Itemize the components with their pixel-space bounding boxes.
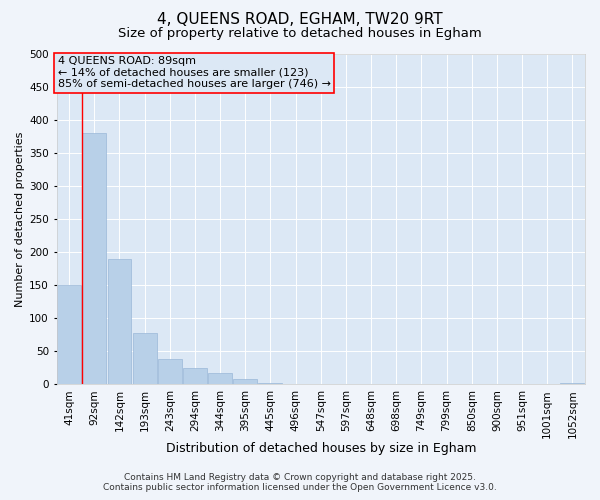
Bar: [233, 379, 257, 384]
Bar: [259, 383, 283, 384]
Text: 4, QUEENS ROAD, EGHAM, TW20 9RT: 4, QUEENS ROAD, EGHAM, TW20 9RT: [157, 12, 443, 28]
Bar: [57, 285, 81, 384]
Bar: [158, 359, 182, 384]
Bar: [560, 383, 584, 384]
Bar: [82, 134, 106, 384]
Bar: [183, 368, 207, 384]
Bar: [133, 333, 157, 384]
Y-axis label: Number of detached properties: Number of detached properties: [15, 132, 25, 307]
Bar: [107, 259, 131, 384]
Text: Size of property relative to detached houses in Egham: Size of property relative to detached ho…: [118, 28, 482, 40]
Bar: [208, 373, 232, 384]
Text: 4 QUEENS ROAD: 89sqm
← 14% of detached houses are smaller (123)
85% of semi-deta: 4 QUEENS ROAD: 89sqm ← 14% of detached h…: [58, 56, 331, 89]
X-axis label: Distribution of detached houses by size in Egham: Distribution of detached houses by size …: [166, 442, 476, 455]
Text: Contains HM Land Registry data © Crown copyright and database right 2025.
Contai: Contains HM Land Registry data © Crown c…: [103, 473, 497, 492]
